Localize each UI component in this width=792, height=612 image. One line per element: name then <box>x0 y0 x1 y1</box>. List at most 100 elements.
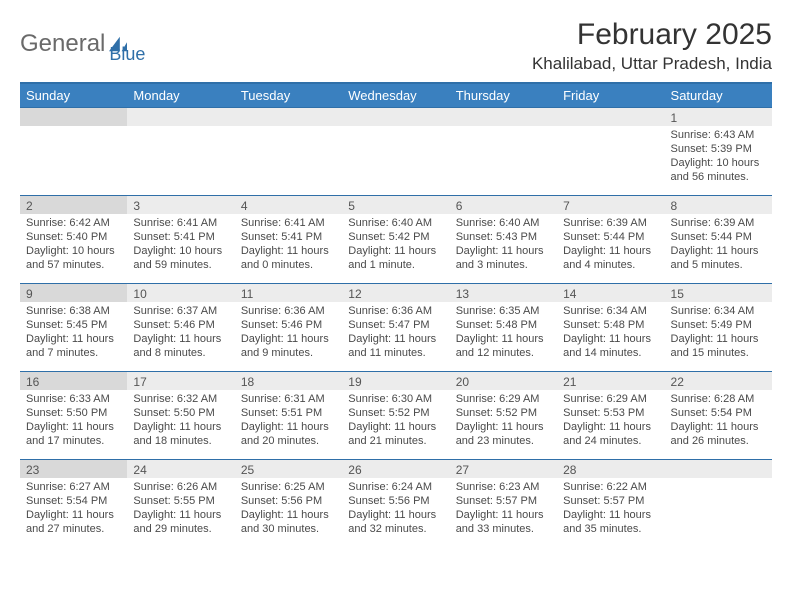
sunrise-line: Sunrise: 6:39 AM <box>563 216 658 230</box>
calendar-day-cell: 12Sunrise: 6:36 AMSunset: 5:47 PMDayligh… <box>342 284 449 372</box>
calendar-day-cell: 6Sunrise: 6:40 AMSunset: 5:43 PMDaylight… <box>450 196 557 284</box>
sunrise-line: Sunrise: 6:38 AM <box>26 304 121 318</box>
daylight-line: Daylight: 11 hours and 5 minutes. <box>671 244 766 272</box>
sunrise-line: Sunrise: 6:30 AM <box>348 392 443 406</box>
calendar-day-cell: 4Sunrise: 6:41 AMSunset: 5:41 PMDaylight… <box>235 196 342 284</box>
daylight-line: Daylight: 11 hours and 32 minutes. <box>348 508 443 536</box>
sunrise-line: Sunrise: 6:37 AM <box>133 304 228 318</box>
day-detail: Sunrise: 6:28 AMSunset: 5:54 PMDaylight:… <box>665 390 772 452</box>
sunrise-line: Sunrise: 6:31 AM <box>241 392 336 406</box>
day-number: 28 <box>557 460 664 478</box>
sunset-line: Sunset: 5:53 PM <box>563 406 658 420</box>
day-detail: Sunrise: 6:36 AMSunset: 5:46 PMDaylight:… <box>235 302 342 364</box>
day-header-row: SundayMondayTuesdayWednesdayThursdayFrid… <box>20 83 772 108</box>
calendar-day-cell: 26Sunrise: 6:24 AMSunset: 5:56 PMDayligh… <box>342 460 449 548</box>
day-detail: Sunrise: 6:39 AMSunset: 5:44 PMDaylight:… <box>557 214 664 276</box>
calendar-day-cell: 15Sunrise: 6:34 AMSunset: 5:49 PMDayligh… <box>665 284 772 372</box>
sunset-line: Sunset: 5:44 PM <box>563 230 658 244</box>
day-number: 14 <box>557 284 664 302</box>
day-number: 24 <box>127 460 234 478</box>
day-detail: Sunrise: 6:38 AMSunset: 5:45 PMDaylight:… <box>20 302 127 364</box>
day-detail: Sunrise: 6:39 AMSunset: 5:44 PMDaylight:… <box>665 214 772 276</box>
day-detail: Sunrise: 6:30 AMSunset: 5:52 PMDaylight:… <box>342 390 449 452</box>
day-number <box>235 108 342 126</box>
day-detail <box>342 126 449 132</box>
calendar-day-cell: 18Sunrise: 6:31 AMSunset: 5:51 PMDayligh… <box>235 372 342 460</box>
day-detail: Sunrise: 6:29 AMSunset: 5:53 PMDaylight:… <box>557 390 664 452</box>
location-subtitle: Khalilabad, Uttar Pradesh, India <box>532 54 772 74</box>
day-number: 16 <box>20 372 127 390</box>
day-number: 13 <box>450 284 557 302</box>
day-header: Sunday <box>20 83 127 108</box>
sunset-line: Sunset: 5:52 PM <box>456 406 551 420</box>
daylight-line: Daylight: 11 hours and 26 minutes. <box>671 420 766 448</box>
sunset-line: Sunset: 5:41 PM <box>241 230 336 244</box>
day-detail: Sunrise: 6:23 AMSunset: 5:57 PMDaylight:… <box>450 478 557 540</box>
day-detail: Sunrise: 6:24 AMSunset: 5:56 PMDaylight:… <box>342 478 449 540</box>
day-number: 7 <box>557 196 664 214</box>
page-header: General Blue February 2025 Khalilabad, U… <box>20 18 772 74</box>
calendar-table: SundayMondayTuesdayWednesdayThursdayFrid… <box>20 82 772 548</box>
day-number: 4 <box>235 196 342 214</box>
title-block: February 2025 Khalilabad, Uttar Pradesh,… <box>532 18 772 74</box>
day-number: 1 <box>665 108 772 126</box>
calendar-week-row: 9Sunrise: 6:38 AMSunset: 5:45 PMDaylight… <box>20 284 772 372</box>
day-number: 17 <box>127 372 234 390</box>
calendar-day-cell <box>127 108 234 196</box>
day-detail <box>20 126 127 132</box>
sunset-line: Sunset: 5:41 PM <box>133 230 228 244</box>
calendar-day-cell <box>235 108 342 196</box>
calendar-day-cell <box>342 108 449 196</box>
calendar-day-cell: 17Sunrise: 6:32 AMSunset: 5:50 PMDayligh… <box>127 372 234 460</box>
calendar-day-cell: 2Sunrise: 6:42 AMSunset: 5:40 PMDaylight… <box>20 196 127 284</box>
sunrise-line: Sunrise: 6:33 AM <box>26 392 121 406</box>
daylight-line: Daylight: 11 hours and 14 minutes. <box>563 332 658 360</box>
sunrise-line: Sunrise: 6:35 AM <box>456 304 551 318</box>
sunset-line: Sunset: 5:54 PM <box>671 406 766 420</box>
sunrise-line: Sunrise: 6:43 AM <box>671 128 766 142</box>
sunset-line: Sunset: 5:44 PM <box>671 230 766 244</box>
calendar-day-cell: 13Sunrise: 6:35 AMSunset: 5:48 PMDayligh… <box>450 284 557 372</box>
sunrise-line: Sunrise: 6:24 AM <box>348 480 443 494</box>
sunset-line: Sunset: 5:45 PM <box>26 318 121 332</box>
daylight-line: Daylight: 10 hours and 57 minutes. <box>26 244 121 272</box>
logo-word-1: General <box>20 30 105 58</box>
day-number: 19 <box>342 372 449 390</box>
sunrise-line: Sunrise: 6:32 AM <box>133 392 228 406</box>
daylight-line: Daylight: 10 hours and 56 minutes. <box>671 156 766 184</box>
sunset-line: Sunset: 5:51 PM <box>241 406 336 420</box>
day-header: Monday <box>127 83 234 108</box>
calendar-day-cell <box>20 108 127 196</box>
sunrise-line: Sunrise: 6:42 AM <box>26 216 121 230</box>
sunrise-line: Sunrise: 6:28 AM <box>671 392 766 406</box>
calendar-day-cell <box>665 460 772 548</box>
day-number: 26 <box>342 460 449 478</box>
sunrise-line: Sunrise: 6:29 AM <box>456 392 551 406</box>
daylight-line: Daylight: 11 hours and 15 minutes. <box>671 332 766 360</box>
day-detail: Sunrise: 6:22 AMSunset: 5:57 PMDaylight:… <box>557 478 664 540</box>
sunrise-line: Sunrise: 6:34 AM <box>671 304 766 318</box>
sunset-line: Sunset: 5:57 PM <box>563 494 658 508</box>
sunrise-line: Sunrise: 6:36 AM <box>348 304 443 318</box>
sunset-line: Sunset: 5:42 PM <box>348 230 443 244</box>
daylight-line: Daylight: 11 hours and 11 minutes. <box>348 332 443 360</box>
day-detail: Sunrise: 6:37 AMSunset: 5:46 PMDaylight:… <box>127 302 234 364</box>
calendar-day-cell: 19Sunrise: 6:30 AMSunset: 5:52 PMDayligh… <box>342 372 449 460</box>
day-detail: Sunrise: 6:41 AMSunset: 5:41 PMDaylight:… <box>235 214 342 276</box>
sunrise-line: Sunrise: 6:40 AM <box>456 216 551 230</box>
calendar-day-cell: 10Sunrise: 6:37 AMSunset: 5:46 PMDayligh… <box>127 284 234 372</box>
calendar-day-cell <box>450 108 557 196</box>
day-detail: Sunrise: 6:26 AMSunset: 5:55 PMDaylight:… <box>127 478 234 540</box>
calendar-day-cell: 5Sunrise: 6:40 AMSunset: 5:42 PMDaylight… <box>342 196 449 284</box>
sunset-line: Sunset: 5:48 PM <box>456 318 551 332</box>
sunset-line: Sunset: 5:56 PM <box>348 494 443 508</box>
logo: General Blue <box>20 22 145 65</box>
day-detail: Sunrise: 6:36 AMSunset: 5:47 PMDaylight:… <box>342 302 449 364</box>
day-detail <box>235 126 342 132</box>
sunset-line: Sunset: 5:43 PM <box>456 230 551 244</box>
sunset-line: Sunset: 5:56 PM <box>241 494 336 508</box>
sunset-line: Sunset: 5:50 PM <box>26 406 121 420</box>
daylight-line: Daylight: 11 hours and 21 minutes. <box>348 420 443 448</box>
sunrise-line: Sunrise: 6:39 AM <box>671 216 766 230</box>
sunset-line: Sunset: 5:50 PM <box>133 406 228 420</box>
